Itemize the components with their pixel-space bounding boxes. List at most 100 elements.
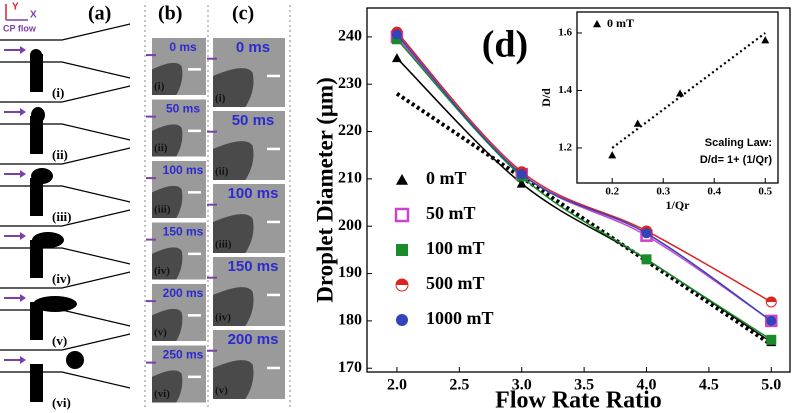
schematic: (iv) — [0, 209, 131, 286]
frame: 150 ms (iv) — [146, 222, 206, 280]
stage-label: (ii) — [154, 142, 168, 154]
channel-wall — [0, 23, 131, 41]
x-tick-label: 4.5 — [699, 377, 719, 394]
channel-wall — [0, 147, 131, 165]
fit-line — [396, 31, 772, 303]
time-label: 100 ms — [228, 185, 279, 202]
droplet — [32, 232, 64, 248]
inlet — [30, 54, 43, 92]
y-tick-label: 190 — [338, 264, 362, 281]
trend-line — [611, 32, 766, 149]
inlet — [30, 240, 43, 278]
y-tick-label: 180 — [338, 312, 362, 329]
channel-wall — [0, 247, 131, 265]
time-label: 150 ms — [163, 225, 204, 239]
y-tick-label: 240 — [338, 28, 362, 45]
frame: 200 ms (v) — [146, 284, 206, 341]
legend-label: 1000 mT — [426, 308, 494, 328]
y-tick-label: 220 — [338, 122, 362, 139]
marker — [516, 178, 527, 188]
marker — [391, 29, 402, 40]
time-label: 150 ms — [228, 258, 279, 275]
droplet — [66, 351, 84, 369]
schematic: (ii) — [0, 85, 131, 162]
flow-label: CP flow — [3, 23, 37, 33]
frame: 0 ms (i) — [146, 38, 206, 95]
y-tick-label: 170 — [338, 359, 362, 376]
axis-x-label: X — [30, 10, 37, 21]
marker — [394, 207, 410, 223]
fit-line — [396, 38, 772, 341]
marker — [396, 244, 408, 256]
droplet-image — [152, 308, 183, 341]
y-tick-label: 1.4 — [558, 84, 572, 96]
stage-label: (v) — [154, 327, 167, 339]
time-label: 250 ms — [163, 348, 204, 362]
stage-label: (i) — [154, 81, 165, 93]
stage-label: (vi) — [154, 388, 170, 400]
time-label: 50 ms — [166, 102, 200, 116]
flow-arrowhead — [20, 108, 26, 116]
marker — [761, 36, 770, 44]
y-axis-label: Droplet Diameter (μm) — [312, 77, 337, 303]
schematic: (vi) — [0, 333, 131, 410]
annotation: D/d= 1+ (1/Qr) — [700, 154, 772, 166]
schematic: (v) — [0, 271, 131, 348]
y-tick-label: 1.2 — [558, 141, 572, 153]
droplet — [31, 107, 45, 123]
marker — [641, 228, 652, 239]
stage-label: (iv) — [52, 271, 71, 286]
droplet — [33, 296, 77, 312]
time-label: 50 ms — [232, 112, 275, 129]
marker — [391, 53, 402, 63]
marker-half — [766, 296, 777, 302]
flow-arrowhead — [20, 46, 26, 54]
channel-wall — [0, 85, 131, 103]
time-label: 100 ms — [163, 163, 204, 177]
fit-line — [396, 34, 772, 322]
droplet-image — [152, 370, 183, 403]
frame: 100 ms (iii) — [146, 161, 206, 218]
inlet — [30, 116, 43, 154]
droplet-image — [213, 68, 254, 107]
panel-label: (c) — [232, 3, 254, 25]
droplet-image — [152, 124, 183, 157]
x-tick-label: 0.2 — [605, 186, 619, 198]
axis-y-label: Y — [12, 2, 19, 13]
schematic: (iii) — [0, 147, 131, 224]
stage-label: (i) — [215, 93, 226, 105]
legend-label: 0 mT — [426, 168, 467, 188]
legend-label: 50 mT — [426, 203, 476, 223]
marker — [396, 314, 408, 326]
channel-wall — [0, 371, 131, 389]
marker — [396, 174, 408, 185]
inlet — [30, 302, 43, 340]
channel-wall — [0, 123, 131, 141]
frame: 200 ms (v) — [207, 330, 285, 399]
marker — [766, 315, 777, 326]
channel-wall — [0, 185, 131, 203]
panel-label: (a) — [88, 3, 111, 25]
droplet-image — [213, 287, 254, 326]
y-tick-label: 200 — [338, 217, 362, 234]
marker — [516, 169, 527, 180]
flow-arrowhead — [20, 356, 26, 364]
stage-label: (vi) — [52, 395, 71, 410]
stage-label: (iv) — [215, 312, 231, 324]
droplet-image — [213, 214, 254, 253]
x-tick-label: 2.5 — [449, 377, 469, 394]
channel-wall — [0, 61, 131, 79]
x-axis-label: Flow Rate Ratio — [495, 388, 662, 413]
x-tick-label: 4.0 — [637, 377, 657, 394]
frame: 50 ms (ii) — [207, 111, 285, 180]
legend-label: 100 mT — [426, 238, 485, 258]
droplet-image — [152, 247, 183, 280]
time-label: 0 ms — [236, 39, 270, 56]
channel-wall — [0, 333, 131, 351]
stage-label: (i) — [52, 85, 64, 100]
marker — [608, 151, 617, 159]
chart-title: (d) — [482, 24, 528, 66]
channel-wall — [0, 309, 131, 327]
